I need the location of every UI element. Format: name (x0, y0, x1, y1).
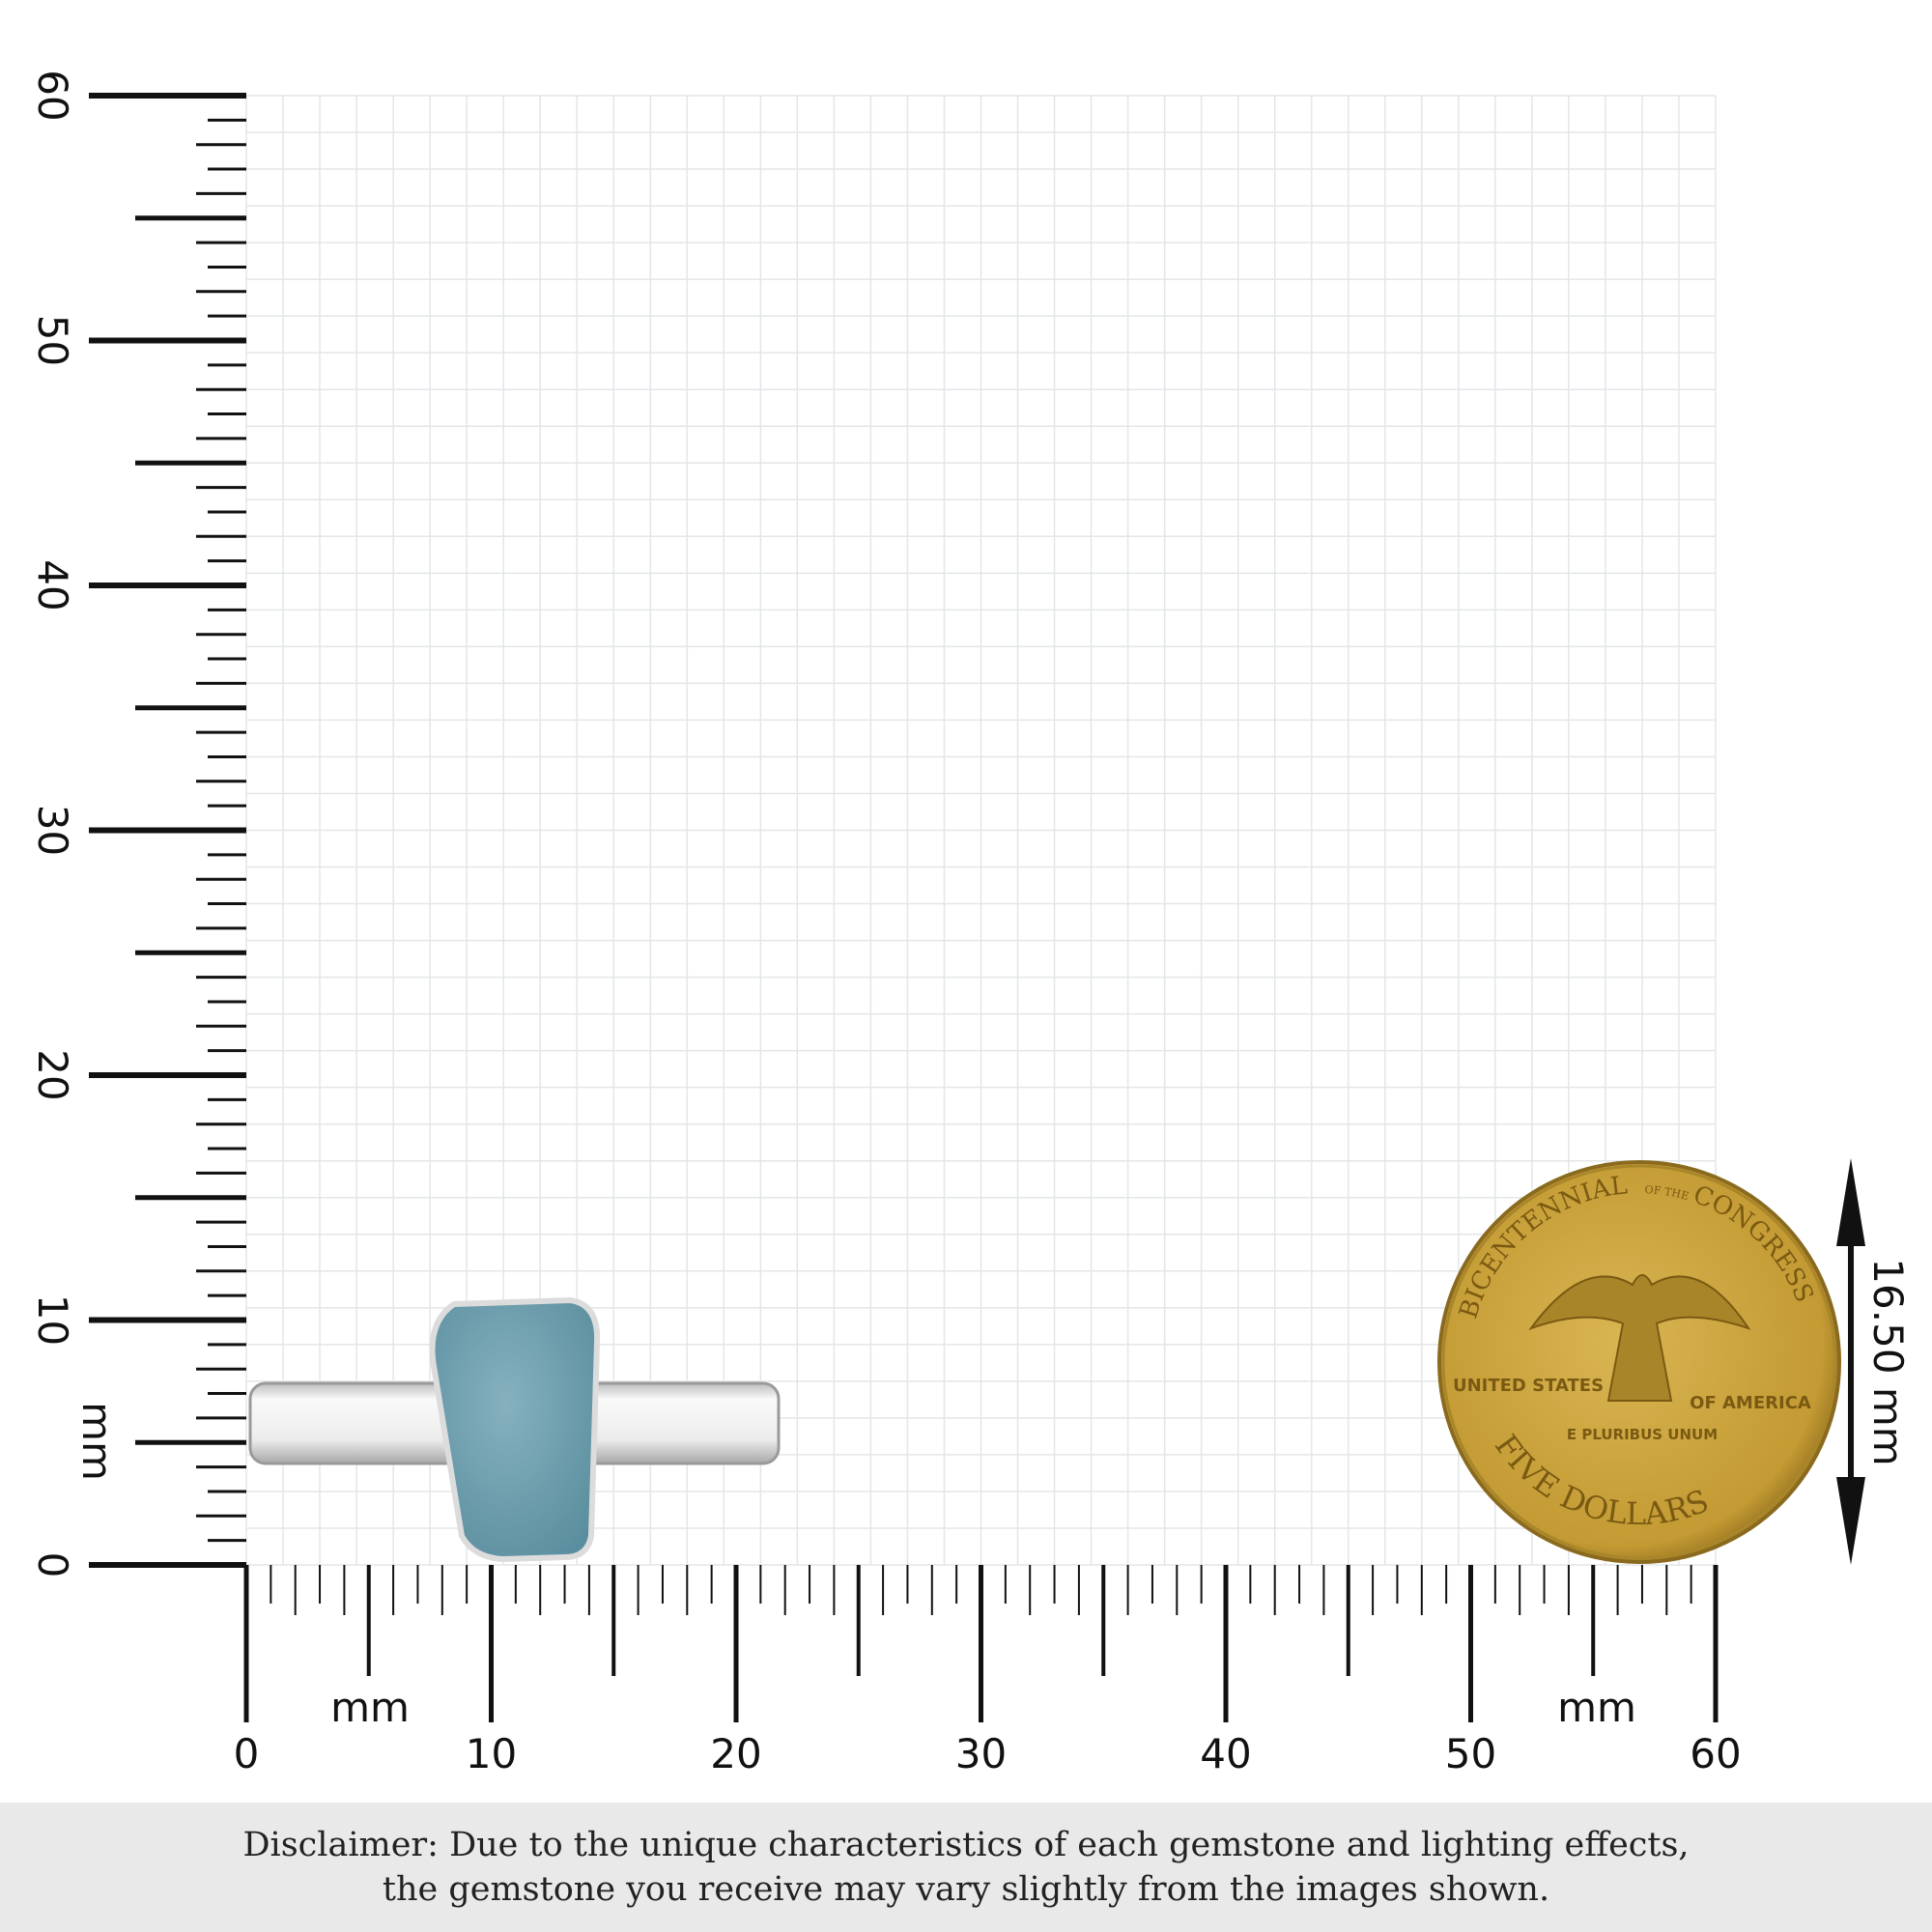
aquamarine-gemstone (429, 1296, 601, 1563)
y-tick-label: 50 (29, 315, 76, 366)
x-tick-label: 0 (234, 1730, 260, 1777)
disclaimer-line-1: Disclaimer: Due to the unique characteri… (242, 1826, 1690, 1864)
y-tick-label: 10 (29, 1294, 76, 1346)
x-ruler-labels: 0 10 20 30 40 50 60 (234, 1730, 1742, 1777)
y-tick-label: 40 (29, 559, 76, 611)
coin-inscription-left: UNITED STATES (1453, 1376, 1604, 1396)
x-unit-label-left: mm (330, 1684, 410, 1731)
ring-image (248, 1296, 781, 1563)
reference-coin: BICENTENNIAL OF THE CONGRESS FIVE DOLLAR… (1437, 1160, 1841, 1564)
x-tick-label: 50 (1445, 1730, 1496, 1777)
y-unit-label: mm (73, 1402, 121, 1481)
disclaimer-banner: Disclaimer: Due to the unique characteri… (0, 1803, 1932, 1932)
x-tick-label: 20 (710, 1730, 761, 1777)
coin-motto: E PLURIBUS UNUM (1567, 1426, 1718, 1443)
x-tick-label: 10 (466, 1730, 517, 1777)
arrow-up-icon (1836, 1158, 1865, 1246)
x-tick-label: 40 (1200, 1730, 1251, 1777)
x-tick-label: 60 (1690, 1730, 1741, 1777)
eagle-icon (1528, 1274, 1751, 1402)
y-tick-label: 0 (29, 1552, 76, 1578)
x-unit-label-right: mm (1557, 1684, 1636, 1731)
y-ruler-labels: 0 10 20 30 40 50 60 (29, 70, 76, 1577)
y-tick-label: 20 (29, 1049, 76, 1100)
arrow-down-icon (1836, 1477, 1865, 1565)
diameter-dimension-arrow (1836, 1158, 1865, 1565)
x-tick-label: 30 (955, 1730, 1007, 1777)
disclaimer-line-2: the gemstone you receive may vary slight… (382, 1870, 1550, 1909)
x-ruler (243, 1565, 1719, 1722)
y-tick-label: 60 (29, 70, 76, 121)
coin-diameter-label: 16.50 mm (1864, 1258, 1912, 1465)
y-ruler (89, 93, 246, 1568)
y-tick-label: 30 (29, 805, 76, 856)
coin-inscription-right: OF AMERICA (1690, 1393, 1811, 1413)
